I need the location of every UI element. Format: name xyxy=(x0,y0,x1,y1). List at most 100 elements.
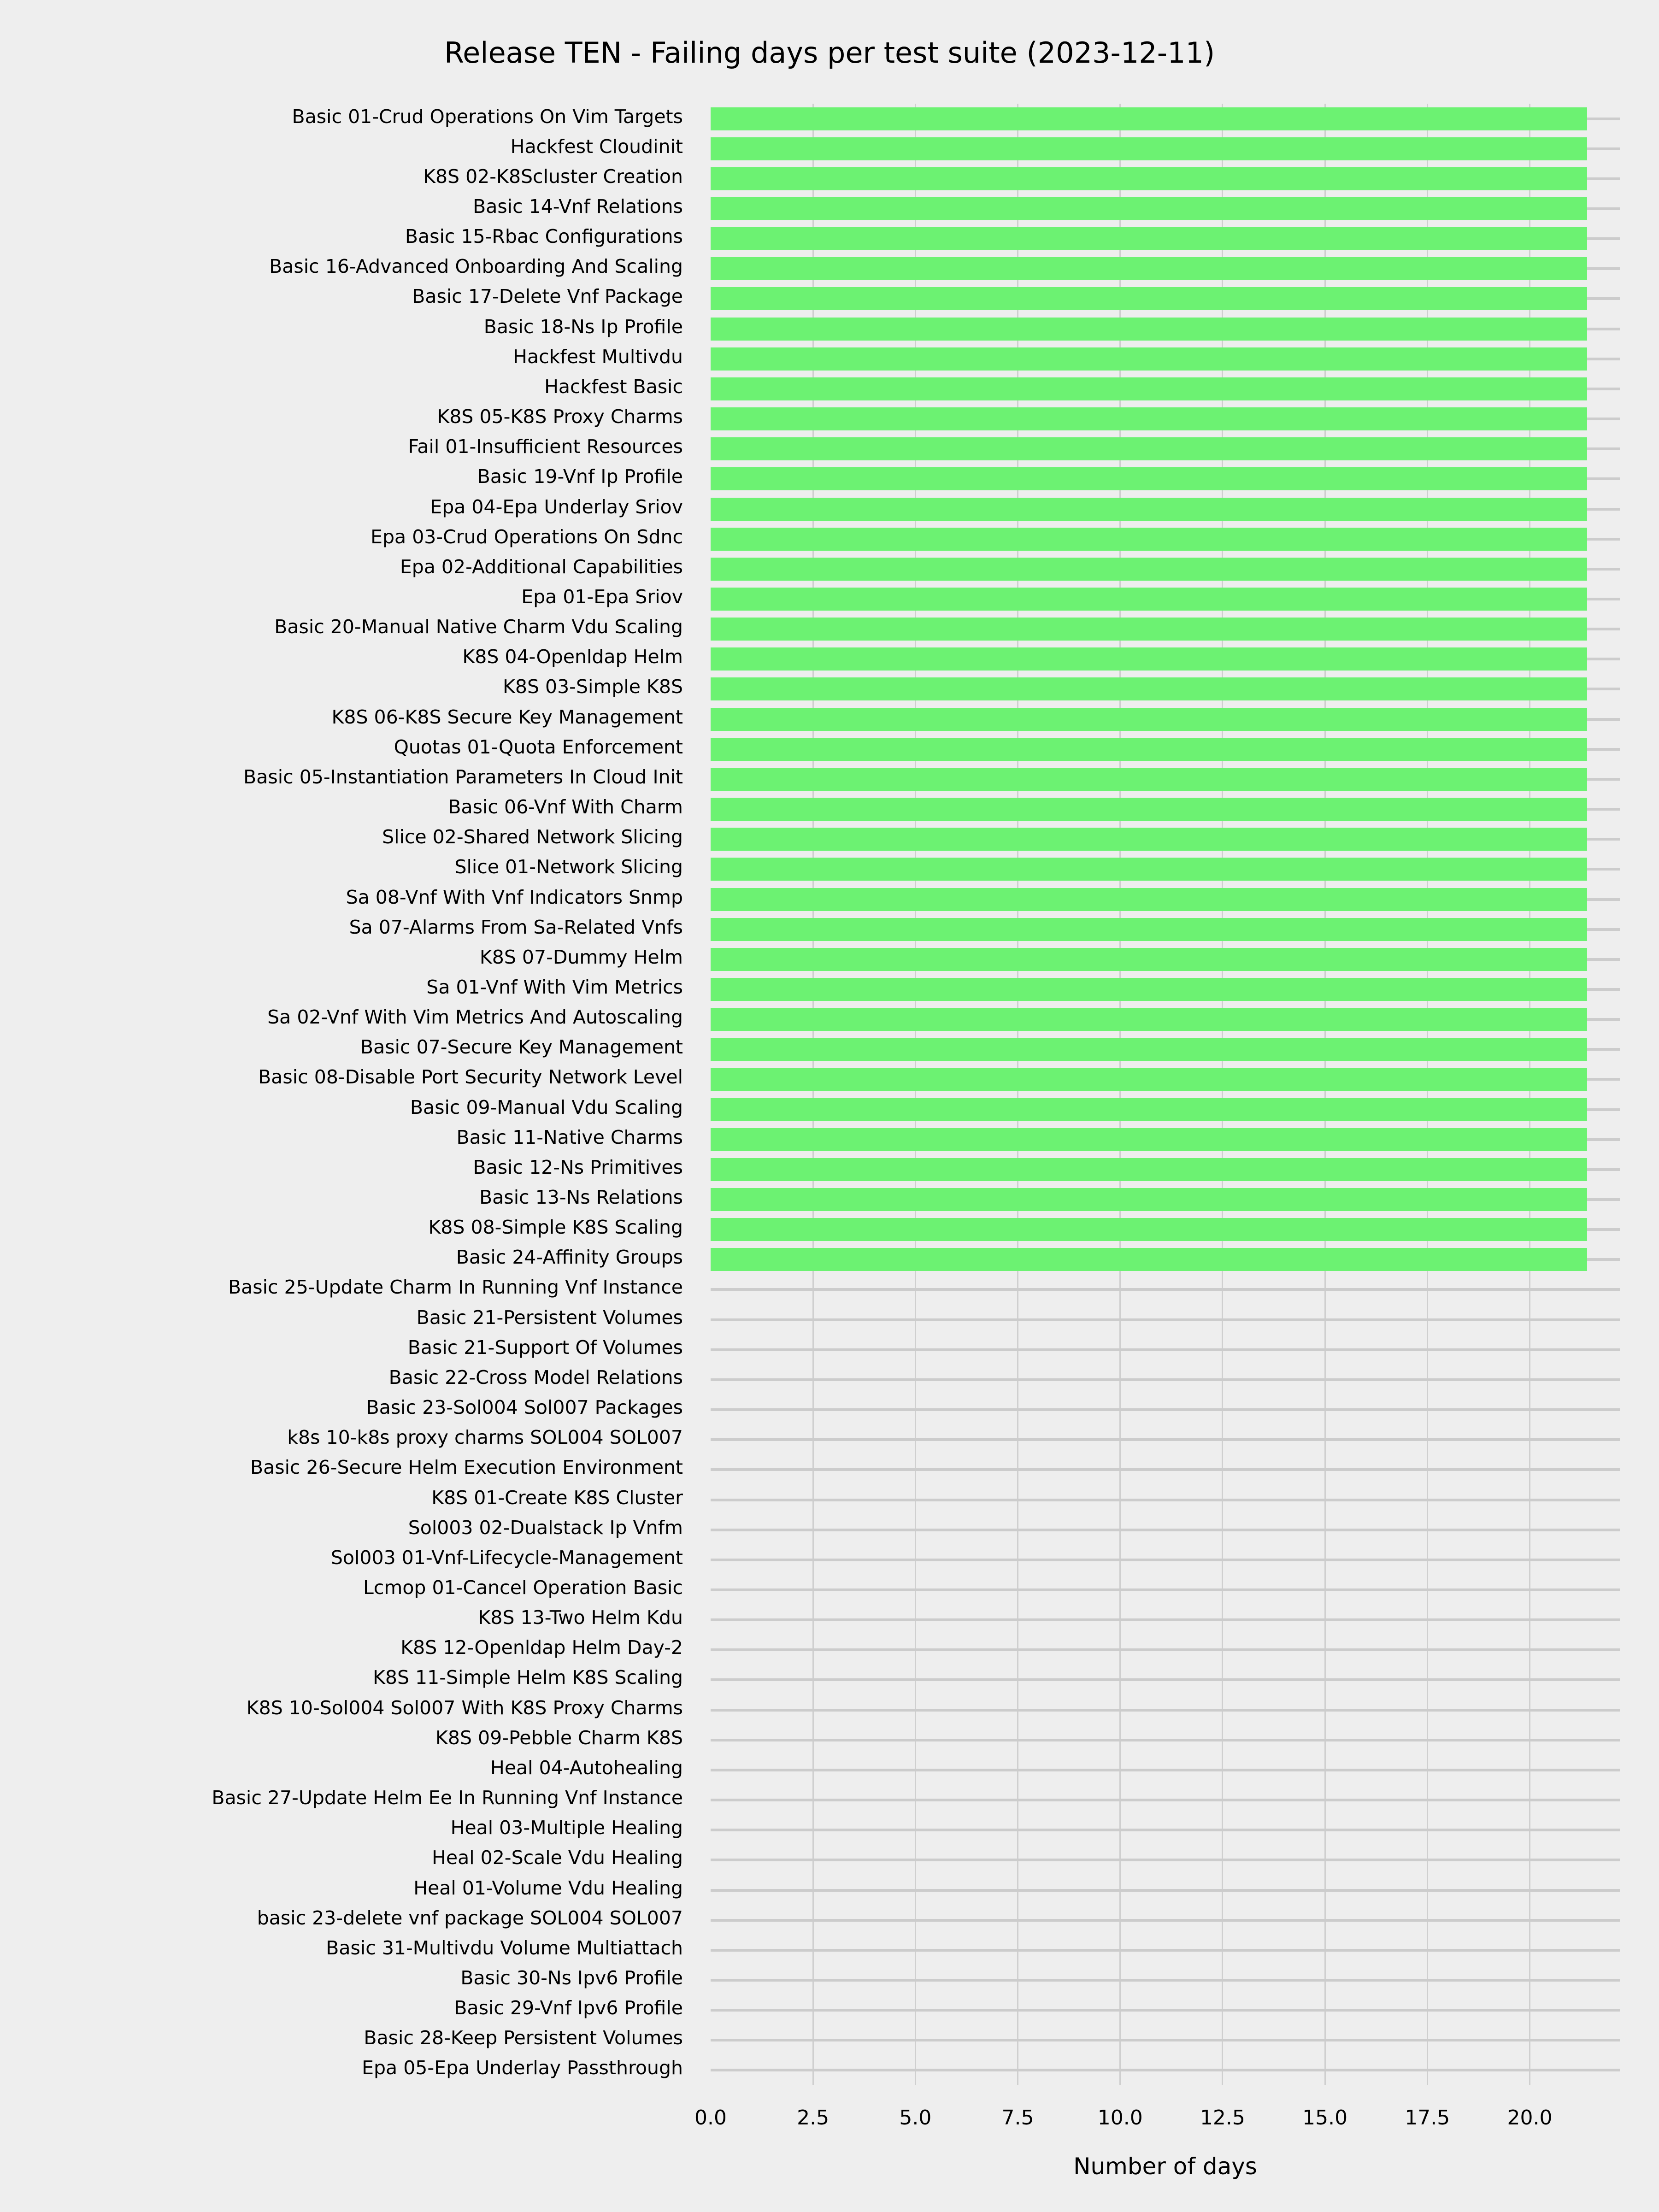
y-axis-tick-label: Slice 02-Shared Network Slicing xyxy=(382,826,683,848)
y-axis-tick-label: Heal 03-Multiple Healing xyxy=(450,1817,683,1839)
horizontal-gridline xyxy=(711,1859,1620,1862)
x-axis-tick-label: 2.5 xyxy=(797,2106,830,2130)
bar xyxy=(711,1068,1587,1091)
y-axis-tick-label: K8S 12-Openldap Helm Day-2 xyxy=(400,1636,683,1659)
y-axis-tick-label: Basic 20-Manual Native Charm Vdu Scaling xyxy=(274,616,683,638)
bar xyxy=(711,647,1587,671)
horizontal-gridline xyxy=(711,1888,1620,1892)
horizontal-gridline xyxy=(711,1468,1620,1471)
y-axis-tick-label: Basic 26-Secure Helm Execution Environme… xyxy=(250,1456,683,1479)
horizontal-gridline xyxy=(711,1948,1620,1952)
bar xyxy=(711,1188,1587,1212)
bar xyxy=(711,197,1587,221)
plot-area xyxy=(711,104,1620,2085)
y-axis-tick-label: Basic 11-Native Charms xyxy=(456,1126,683,1148)
horizontal-gridline xyxy=(711,1829,1620,1832)
y-axis-tick-label: K8S 07-Dummy Helm xyxy=(479,946,683,968)
bar xyxy=(711,377,1587,400)
horizontal-gridline xyxy=(711,1768,1620,1771)
y-axis-tick-label: K8S 10-Sol004 Sol007 With K8S Proxy Char… xyxy=(246,1696,683,1719)
y-axis-tick-label: Basic 05-Instantiation Parameters In Clo… xyxy=(243,765,683,788)
y-axis-tick-label: K8S 04-Openldap Helm xyxy=(462,646,683,668)
vertical-gridline xyxy=(1529,104,1530,2085)
x-axis-tick-label: 12.5 xyxy=(1200,2106,1245,2130)
bar xyxy=(711,1218,1587,1241)
y-axis-tick-label: Basic 15-Rbac Configurations xyxy=(405,225,683,248)
horizontal-gridline xyxy=(711,1799,1620,1802)
horizontal-gridline xyxy=(711,1708,1620,1712)
bar xyxy=(711,347,1587,371)
y-axis-tick-label: Hackfest Basic xyxy=(544,375,683,398)
horizontal-gridline xyxy=(711,1588,1620,1591)
horizontal-gridline xyxy=(711,1348,1620,1351)
y-axis-tick-label: Basic 28-Keep Persistent Volumes xyxy=(364,2027,683,2049)
y-axis-tick-label: Epa 03-Crud Operations On Sdnc xyxy=(371,525,683,548)
y-axis-tick-label: Basic 29-Vnf Ipv6 Profile xyxy=(454,1997,683,2019)
y-axis-tick-label: K8S 02-K8Scluster Creation xyxy=(423,165,683,188)
y-axis-tick-label: Basic 21-Persistent Volumes xyxy=(416,1306,683,1329)
y-axis-tick-label: K8S 06-K8S Secure Key Management xyxy=(331,706,683,728)
vertical-gridline xyxy=(812,104,814,2085)
horizontal-gridline xyxy=(711,1618,1620,1622)
x-axis-tick-label: 0.0 xyxy=(694,2106,727,2130)
horizontal-gridline xyxy=(711,1378,1620,1381)
vertical-gridline xyxy=(1017,104,1019,2085)
bar xyxy=(711,858,1587,881)
bar xyxy=(711,947,1587,971)
horizontal-gridline xyxy=(711,2069,1620,2072)
bar xyxy=(711,137,1587,160)
bar xyxy=(711,977,1587,1001)
y-axis-tick-label: Slice 01-Network Slicing xyxy=(454,856,683,878)
bar xyxy=(711,437,1587,461)
y-axis-tick-label: Hackfest Multivdu xyxy=(513,345,683,368)
bar xyxy=(711,677,1587,701)
y-axis-tick-label: K8S 13-Two Helm Kdu xyxy=(478,1606,683,1629)
x-axis-tick-label: 7.5 xyxy=(1001,2106,1034,2130)
y-axis-tick-label: Epa 04-Epa Underlay Sriov xyxy=(430,495,683,518)
bar xyxy=(711,1248,1587,1271)
bar xyxy=(711,227,1587,251)
y-axis-tick-label: Basic 12-Ns Primitives xyxy=(473,1156,683,1178)
y-axis-tick-label: K8S 03-Simple K8S xyxy=(502,676,683,698)
y-axis-tick-label: Epa 01-Epa Sriov xyxy=(521,586,683,608)
y-axis-tick-label: K8S 05-K8S Proxy Charms xyxy=(437,406,683,428)
bar xyxy=(711,167,1587,190)
horizontal-gridline xyxy=(711,1918,1620,1922)
vertical-gridline xyxy=(914,104,916,2085)
x-axis-tick-label: 10.0 xyxy=(1097,2106,1143,2130)
bar xyxy=(711,828,1587,851)
horizontal-gridline xyxy=(711,1648,1620,1652)
bar xyxy=(711,107,1587,130)
y-axis-tick-label: Hackfest Cloudinit xyxy=(510,135,683,158)
y-axis-tick-label: Basic 08-Disable Port Security Network L… xyxy=(258,1066,683,1088)
x-axis-tick-label: 20.0 xyxy=(1507,2106,1553,2130)
horizontal-gridline xyxy=(711,1498,1620,1501)
bar xyxy=(711,707,1587,731)
y-axis-tick-label: Heal 04-Autohealing xyxy=(490,1756,683,1779)
x-axis-label: Number of days xyxy=(1073,2153,1257,2180)
y-axis-tick-label: Basic 14-Vnf Relations xyxy=(473,195,683,218)
y-axis-tick-label: Sol003 02-Dualstack Ip Vnfm xyxy=(408,1516,683,1539)
horizontal-gridline xyxy=(711,1558,1620,1561)
y-axis-tick-label: Sa 07-Alarms From Sa-Related Vnfs xyxy=(349,916,683,938)
x-axis-tick-label: 15.0 xyxy=(1302,2106,1348,2130)
y-axis-tick-label: Basic 01-Crud Operations On Vim Targets xyxy=(292,105,683,128)
y-axis-tick-label: K8S 01-Create K8S Cluster xyxy=(431,1486,683,1509)
bar xyxy=(711,618,1587,641)
bar xyxy=(711,1038,1587,1061)
y-axis-tick-label: Epa 05-Epa Underlay Passthrough xyxy=(362,2057,683,2079)
y-axis-tick-label: Basic 22-Cross Model Relations xyxy=(388,1366,683,1388)
y-axis-tick-label: Epa 02-Additional Capabilities xyxy=(400,555,683,578)
vertical-gridline xyxy=(1222,104,1224,2085)
y-axis-tick-label: Heal 02-Scale Vdu Healing xyxy=(432,1847,683,1869)
bar xyxy=(711,588,1587,611)
horizontal-gridline xyxy=(711,1528,1620,1531)
y-axis-tick-label: Sa 01-Vnf With Vim Metrics xyxy=(426,976,683,998)
bar xyxy=(711,888,1587,911)
horizontal-gridline xyxy=(711,1978,1620,1982)
vertical-gridline xyxy=(1426,104,1428,2085)
horizontal-gridline xyxy=(711,1318,1620,1321)
bar xyxy=(711,407,1587,431)
y-axis-tick-label: Basic 25-Update Charm In Running Vnf Ins… xyxy=(228,1276,683,1299)
y-axis-tick-label: Basic 19-Vnf Ip Profile xyxy=(477,465,683,488)
